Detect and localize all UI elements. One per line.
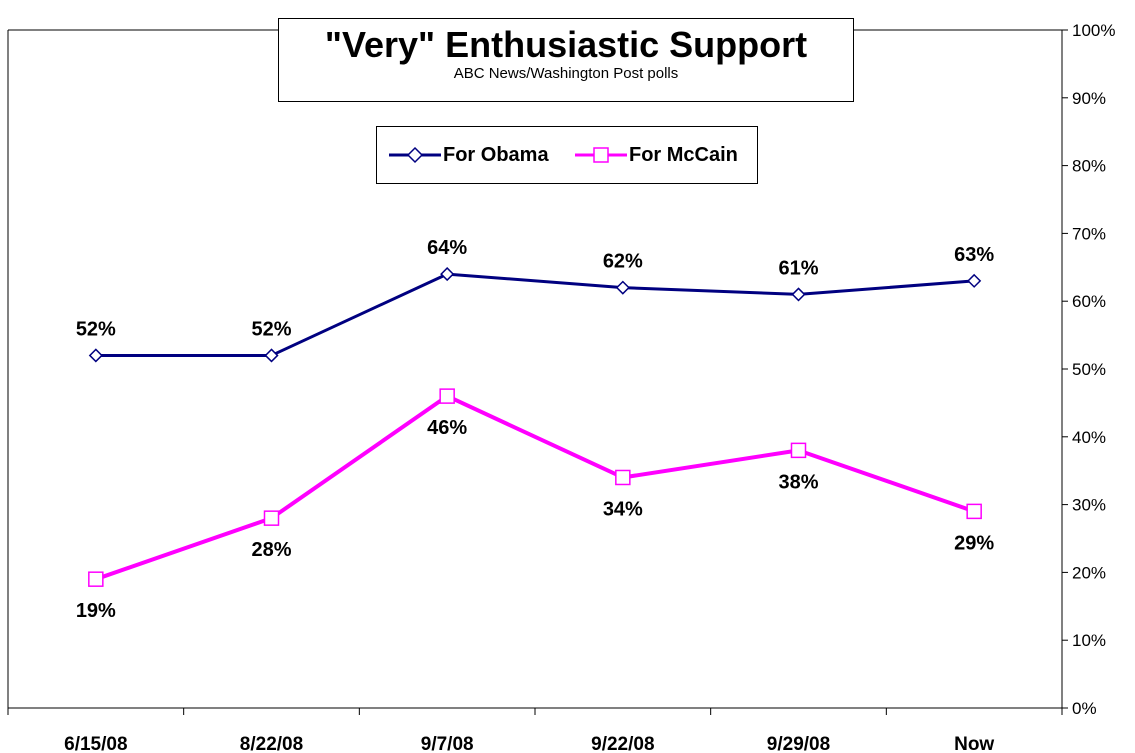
- data-label-obama: 62%: [603, 251, 643, 273]
- y-tick-label: 80%: [1072, 157, 1106, 176]
- data-point-obama: [88, 348, 103, 363]
- y-tick-label: 20%: [1072, 563, 1106, 582]
- data-point-obama: [791, 287, 806, 302]
- data-point-obama: [264, 348, 279, 363]
- data-label-obama: 52%: [76, 318, 116, 340]
- legend: For Obama For McCain: [376, 126, 758, 184]
- x-tick-label: 8/22/08: [240, 734, 303, 753]
- data-point-mccain: [966, 503, 982, 520]
- legend-mccain-marker-icon: [575, 147, 627, 163]
- y-tick-label: 70%: [1072, 224, 1106, 243]
- y-tick-label: 60%: [1072, 292, 1106, 311]
- data-point-mccain: [439, 388, 455, 404]
- data-point-mccain: [88, 571, 104, 587]
- y-tick-label: 50%: [1072, 360, 1106, 379]
- chart-subtitle: ABC News/Washington Post polls: [453, 65, 679, 82]
- data-label-mccain: 28%: [251, 539, 291, 561]
- x-tick-label: 6/15/08: [64, 734, 127, 753]
- data-label-mccain: 29%: [954, 532, 994, 554]
- series-line-obama: [95, 272, 975, 357]
- data-label-mccain: 19%: [76, 600, 116, 622]
- legend-label-obama: For Obama: [443, 144, 549, 166]
- data-point-obama: [615, 280, 630, 295]
- y-tick-label: 30%: [1072, 496, 1106, 515]
- legend-obama-marker-icon: [389, 146, 441, 164]
- y-tick-label: 0%: [1072, 699, 1097, 718]
- data-point-obama: [967, 273, 982, 288]
- data-point-mccain: [790, 442, 807, 459]
- legend-label-mccain: For McCain: [629, 144, 738, 166]
- data-label-mccain: 46%: [427, 417, 467, 439]
- chart-title: "Very" Enthusiastic Support: [324, 24, 808, 65]
- x-tick-label: 9/7/08: [421, 734, 474, 753]
- title-box: "Very" Enthusiastic Support ABC News/Was…: [278, 18, 854, 102]
- x-tick-label: 9/29/08: [767, 734, 830, 753]
- series-line-mccain: [95, 394, 975, 582]
- data-label-mccain: 38%: [778, 471, 818, 493]
- data-label-obama: 64%: [427, 237, 467, 259]
- data-point-mccain: [263, 510, 280, 526]
- data-label-obama: 61%: [778, 257, 818, 279]
- y-tick-label: 10%: [1072, 631, 1106, 650]
- data-label-obama: 52%: [251, 318, 291, 340]
- y-tick-label: 90%: [1072, 89, 1106, 108]
- data-point-obama: [440, 267, 455, 282]
- y-tick-label: 40%: [1072, 428, 1106, 447]
- data-label-obama: 63%: [954, 244, 994, 266]
- x-tick-label: Now: [954, 734, 994, 753]
- y-tick-label: 100%: [1072, 21, 1115, 40]
- data-label-mccain: 34%: [603, 498, 643, 520]
- data-point-mccain: [615, 469, 631, 486]
- x-tick-label: 9/22/08: [591, 734, 654, 753]
